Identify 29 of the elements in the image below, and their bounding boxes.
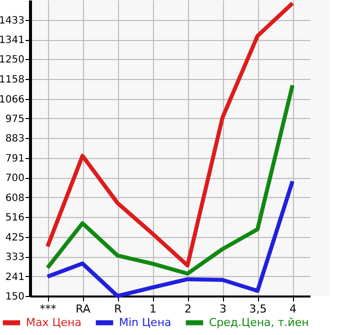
legend-label: Max Цена [26, 316, 82, 329]
line-series [46, 179, 294, 298]
x-tick-label: R [114, 302, 122, 316]
y-tick-label: 700 [5, 173, 24, 184]
y-tick-label: 608 [5, 192, 24, 204]
y-tick-label: 1433 [0, 15, 24, 26]
legend-label: Сред.Цена, т.йен [209, 316, 309, 329]
y-tick-label: 1158 [0, 74, 24, 86]
line-series [46, 1, 294, 268]
y-tick-label: 1250 [0, 54, 24, 66]
y-tick-label: 975 [5, 114, 24, 125]
x-tick-label: 1 [150, 302, 156, 316]
y-tick-label: 516 [5, 212, 24, 224]
x-tick-label: 3,5 [249, 302, 267, 316]
y-tick-label: 883 [5, 134, 24, 145]
y-tick-label: 1341 [0, 35, 24, 46]
y-tick-label: 333 [5, 252, 24, 264]
y-tick-label: 791 [5, 154, 24, 165]
legend-label: Min Цена [119, 316, 172, 329]
y-tick-label: 241 [5, 272, 24, 283]
x-tick-label: 2 [184, 302, 192, 316]
x-tick-label: *** [40, 302, 57, 316]
y-tick-label: 150 [5, 292, 24, 302]
x-tick-label: 4 [290, 302, 296, 316]
x-tick-label: RA [76, 302, 91, 316]
line-series [46, 83, 294, 276]
x-tick-label: 3 [220, 302, 226, 316]
y-tick-label: 1066 [0, 94, 24, 106]
y-tick-label: 425 [5, 232, 24, 244]
